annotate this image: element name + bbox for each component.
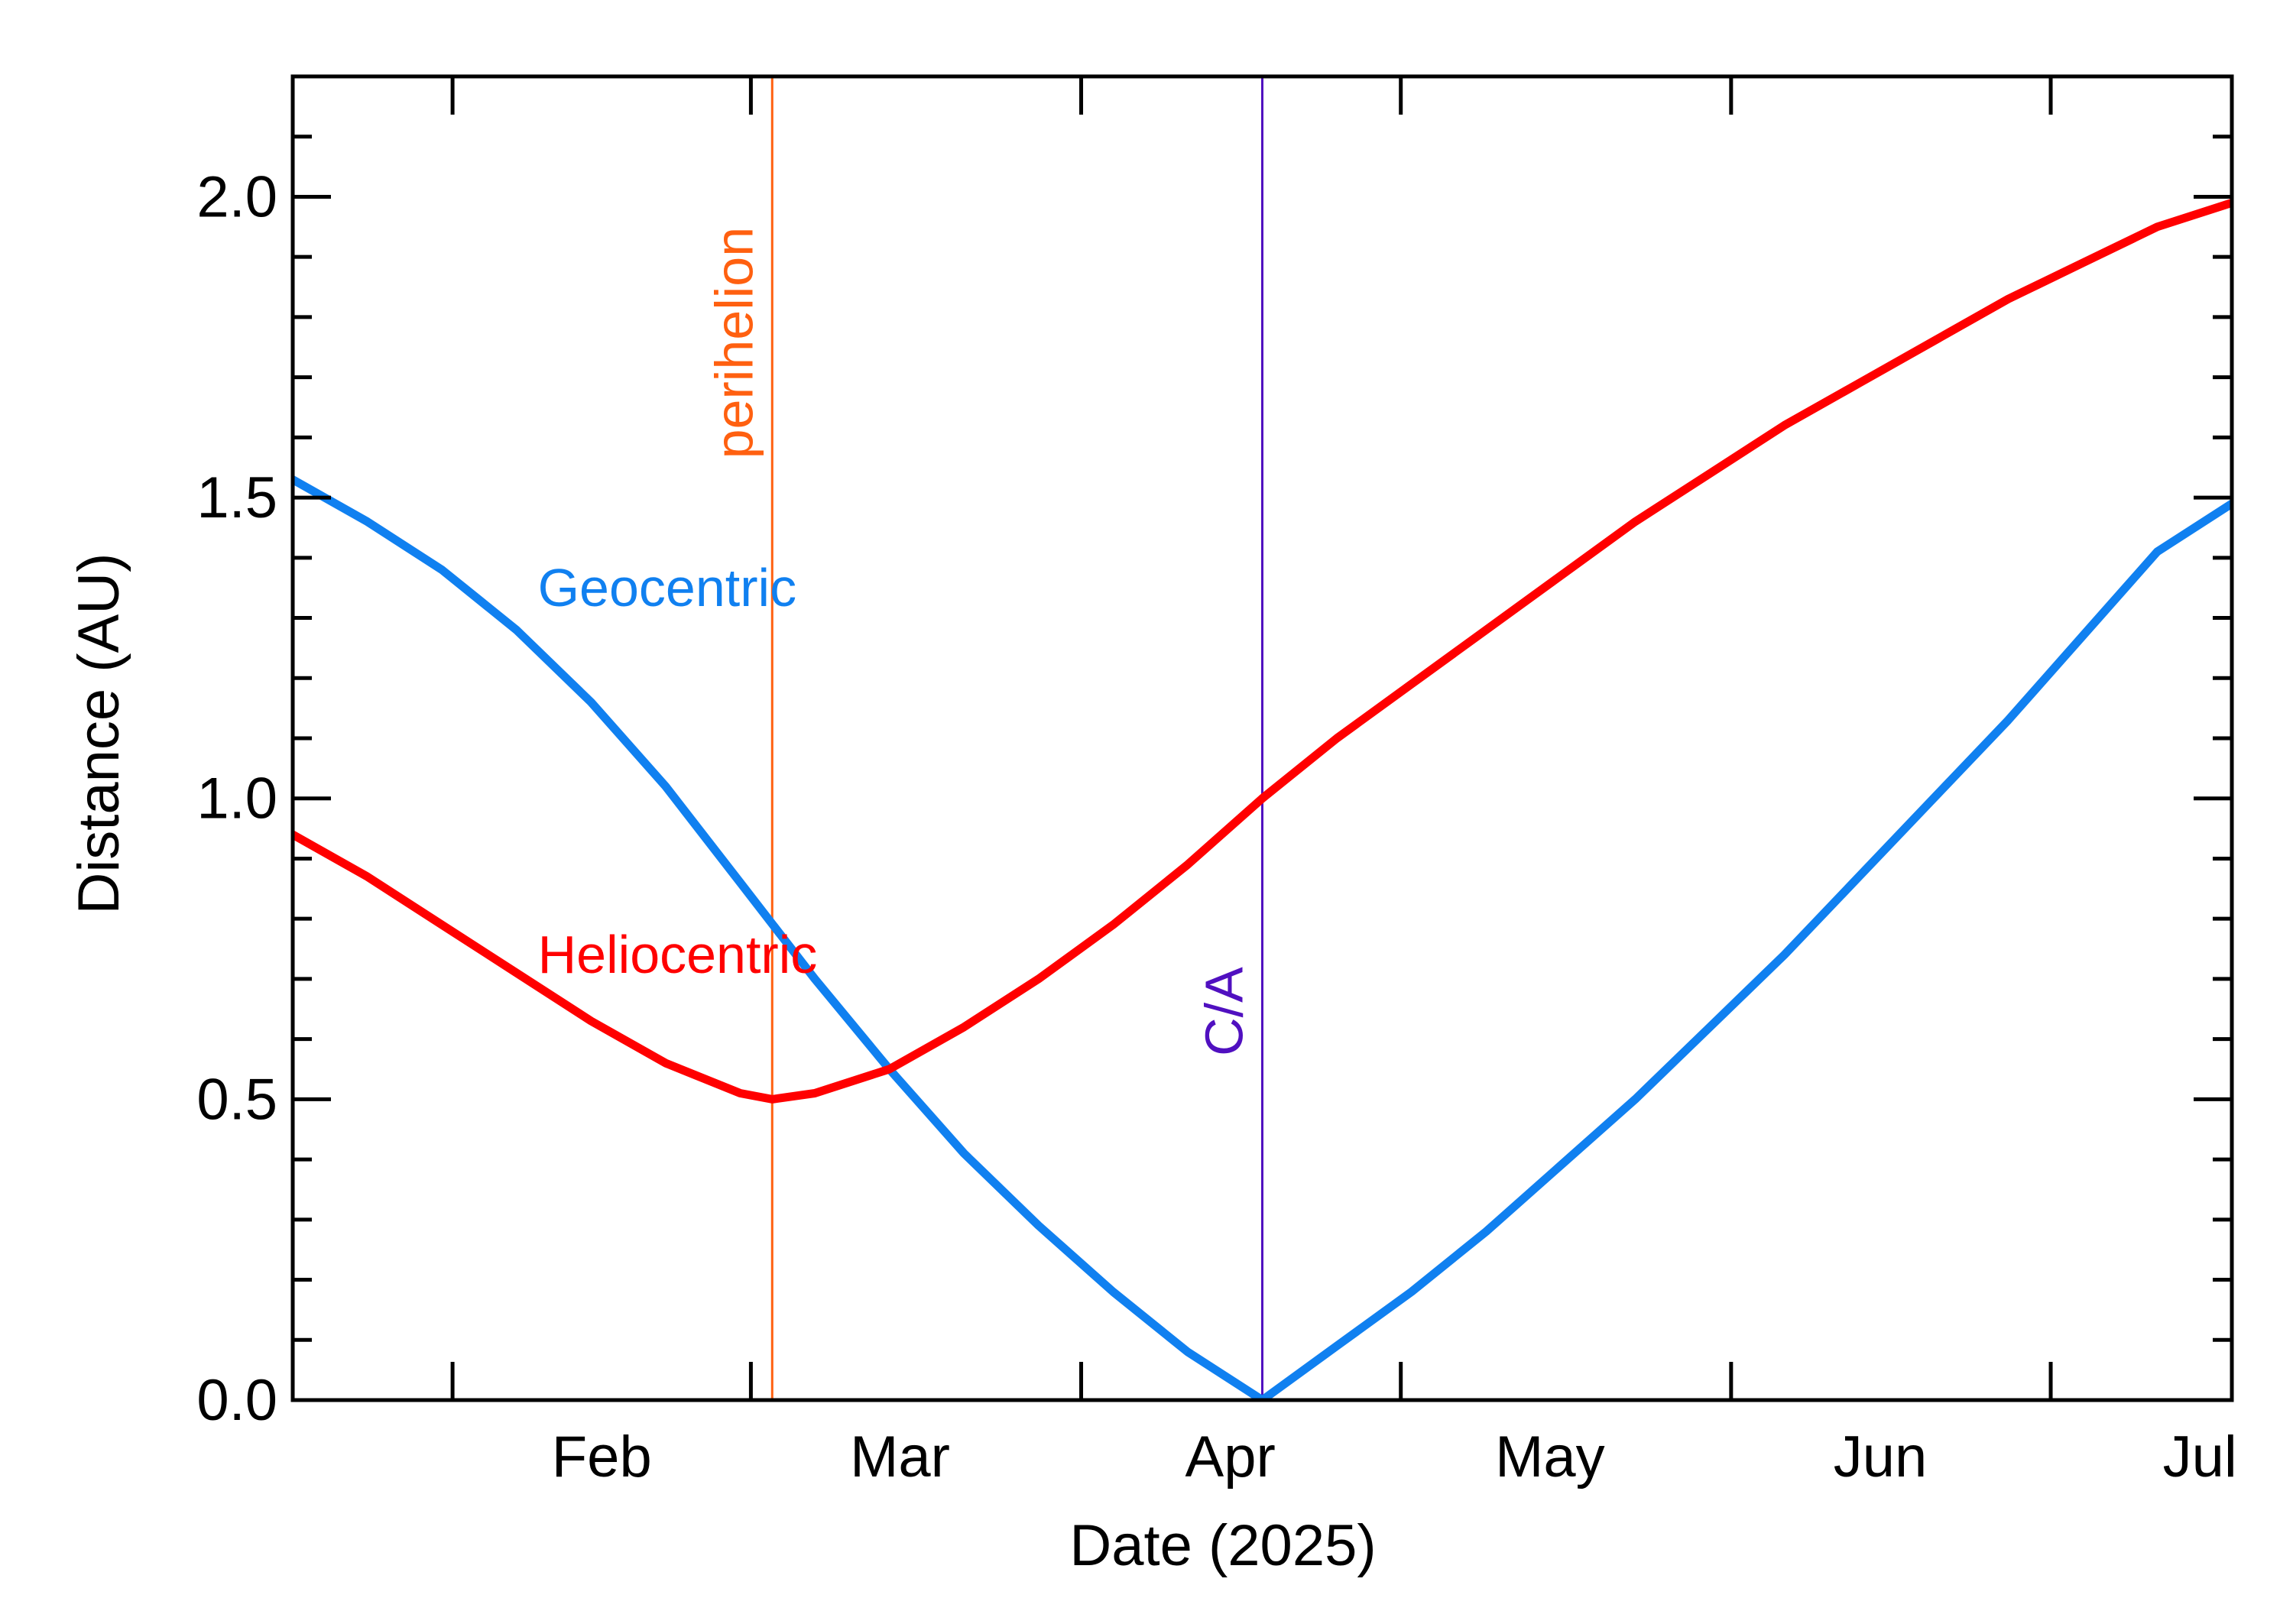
series-line-heliocentric bbox=[293, 198, 2232, 1104]
series-label-heliocentric: Heliocentric bbox=[538, 925, 818, 984]
series-line-geocentric bbox=[293, 475, 2232, 1400]
y-tick-label-4: 2.0 bbox=[196, 164, 277, 229]
y-axis-label: Distance (AU) bbox=[66, 553, 131, 915]
x-tick-label-jul: Jul bbox=[2163, 1425, 2237, 1489]
y-tick-label-3: 1.5 bbox=[196, 465, 277, 530]
x-tick-label-mar: Mar bbox=[850, 1425, 950, 1489]
event-labels: perihelion C/A bbox=[704, 227, 1254, 1056]
x-tick-label-jun: Jun bbox=[1834, 1425, 1928, 1489]
event-label-ca: C/A bbox=[1195, 967, 1254, 1056]
x-axis-label: Date (2025) bbox=[1069, 1513, 1376, 1578]
axis-ticks bbox=[293, 76, 2232, 1402]
x-tick-label-feb: Feb bbox=[552, 1425, 652, 1489]
y-tick-label-2: 1.0 bbox=[196, 767, 277, 831]
y-tick-label-1: 0.5 bbox=[196, 1067, 277, 1132]
series-labels: Geocentric Heliocentric bbox=[538, 558, 818, 984]
series-label-geocentric: Geocentric bbox=[538, 558, 796, 618]
series-lines bbox=[293, 198, 2232, 1400]
tick-labels: 0.0 0.5 1.0 1.5 2.0 Feb Mar Apr May Jun Jul bbox=[196, 164, 2236, 1489]
y-tick-label-0: 0.0 bbox=[196, 1368, 277, 1433]
event-label-perihelion: perihelion bbox=[704, 227, 764, 459]
event-markers bbox=[770, 76, 1263, 1400]
x-tick-label-may: May bbox=[1495, 1425, 1605, 1489]
x-tick-label-apr: Apr bbox=[1185, 1425, 1276, 1489]
